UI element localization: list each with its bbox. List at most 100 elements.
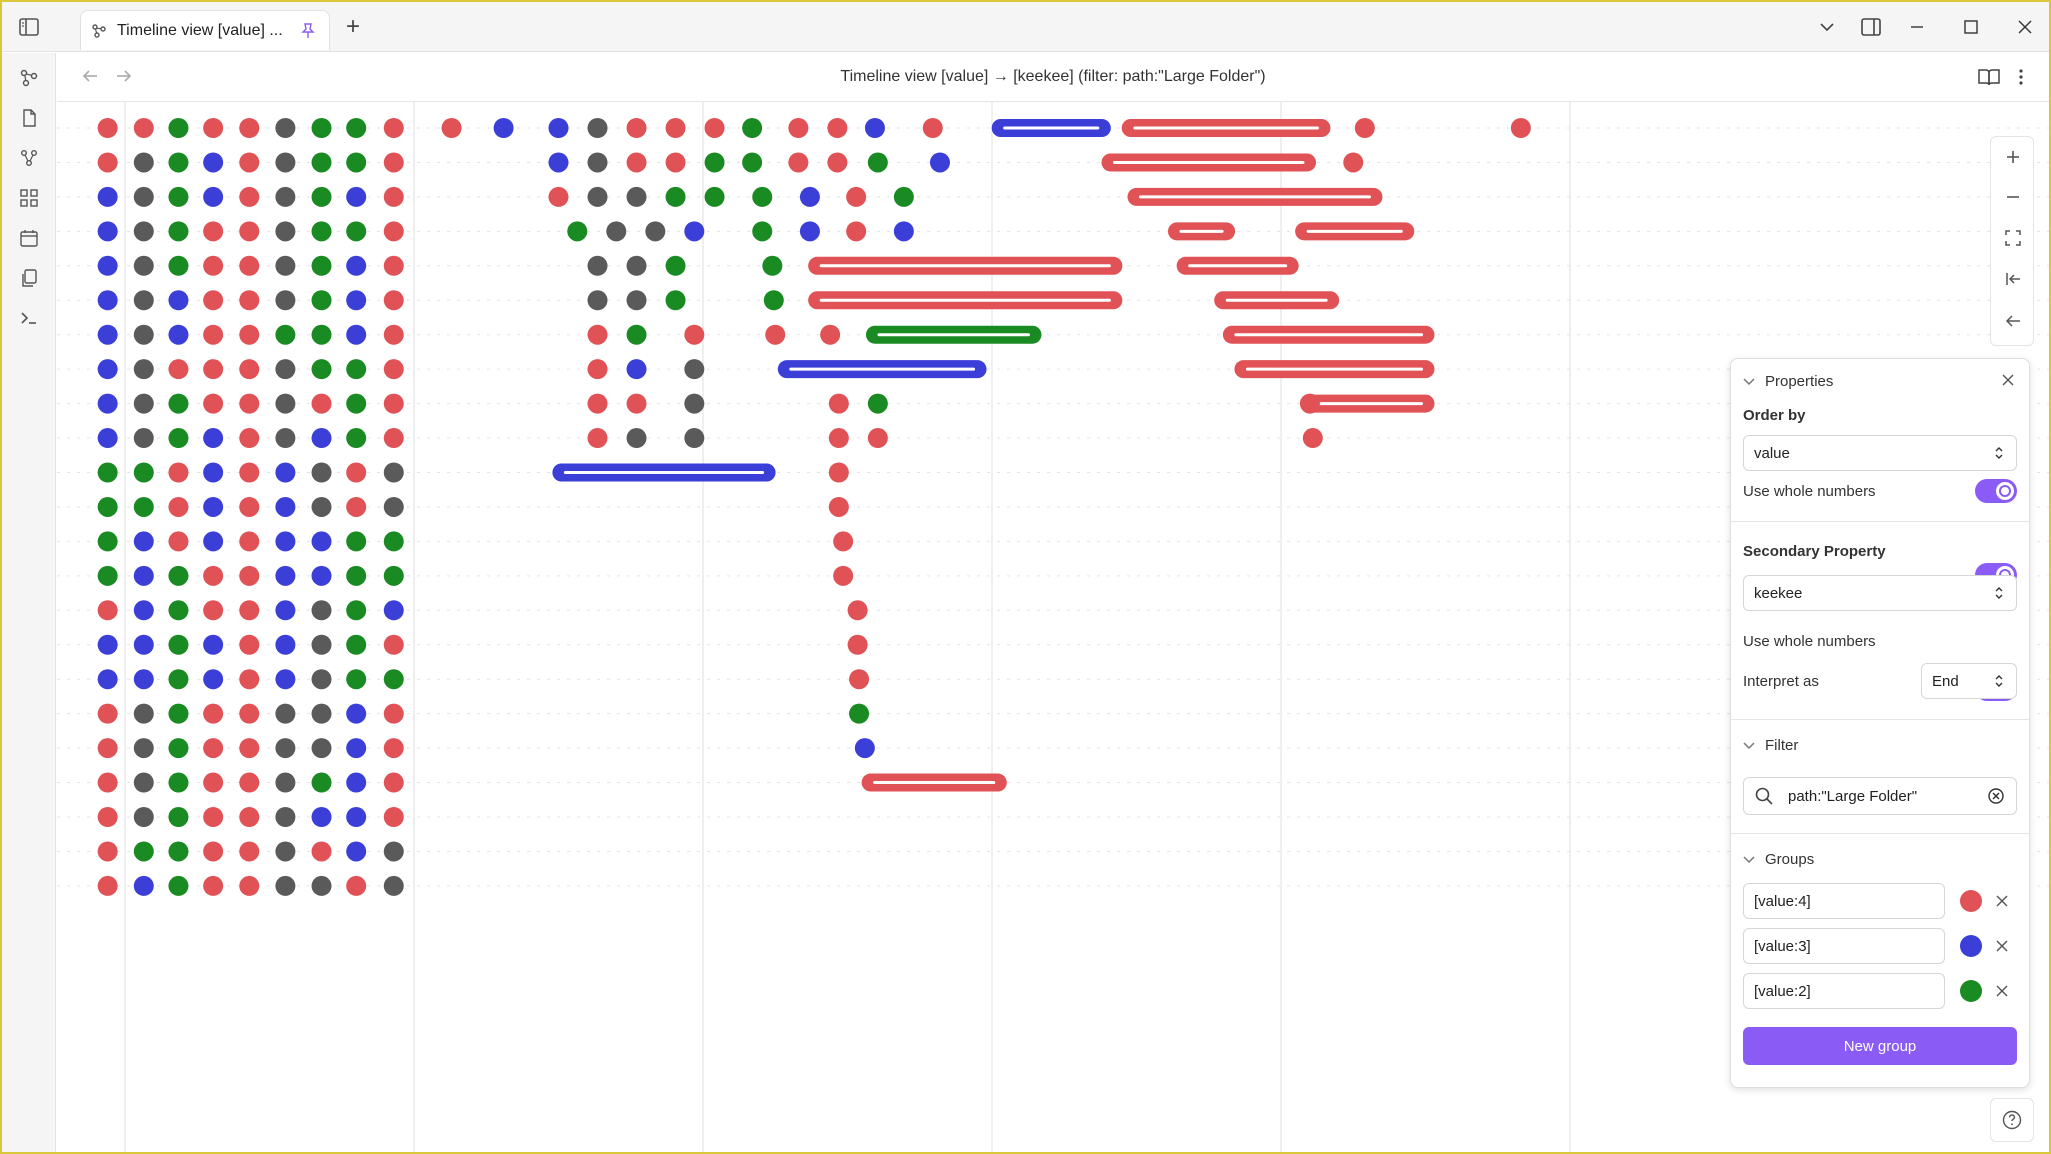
timeline-point[interactable] — [311, 324, 332, 345]
timeline-point[interactable] — [684, 428, 705, 449]
timeline-point[interactable] — [203, 186, 224, 207]
timeline-point[interactable] — [828, 496, 849, 517]
timeline-point[interactable] — [133, 462, 154, 483]
timeline-point[interactable] — [97, 875, 118, 896]
timeline-point[interactable] — [854, 738, 875, 759]
timeline-point[interactable] — [828, 428, 849, 449]
timeline-point[interactable] — [762, 255, 783, 276]
timeline-point[interactable] — [311, 772, 332, 793]
arrow-left-icon[interactable] — [1999, 307, 2027, 335]
timeline-point[interactable] — [763, 290, 784, 311]
timeline-point[interactable] — [275, 875, 296, 896]
timeline-point[interactable] — [665, 118, 686, 138]
timeline-point[interactable] — [239, 118, 260, 138]
timeline-point[interactable] — [346, 324, 367, 345]
timeline-point[interactable] — [203, 600, 224, 621]
timeline-point[interactable] — [133, 841, 154, 862]
timeline-point[interactable] — [383, 462, 404, 483]
timeline-point[interactable] — [275, 669, 296, 690]
timeline-point[interactable] — [1510, 118, 1531, 138]
timeline-point[interactable] — [275, 152, 296, 173]
group-query-input[interactable]: [value:2] — [1743, 973, 1945, 1009]
timeline-point[interactable] — [168, 359, 189, 380]
timeline-point[interactable] — [97, 565, 118, 586]
timeline-point[interactable] — [239, 807, 260, 827]
split-view-icon[interactable] — [1856, 12, 1886, 42]
timeline-point[interactable] — [275, 255, 296, 276]
timeline-point[interactable] — [168, 841, 189, 862]
timeline-point[interactable] — [168, 669, 189, 690]
timeline-point[interactable] — [867, 393, 888, 414]
timeline-point[interactable] — [922, 118, 943, 138]
timeline-point[interactable] — [203, 324, 224, 345]
timeline-point[interactable] — [239, 255, 260, 276]
timeline-point[interactable] — [828, 462, 849, 483]
timeline-point[interactable] — [847, 634, 868, 655]
timeline-point[interactable] — [133, 807, 154, 827]
timeline-point[interactable] — [239, 324, 260, 345]
timeline-point[interactable] — [239, 565, 260, 586]
timeline-point[interactable] — [239, 428, 260, 449]
timeline-point[interactable] — [203, 428, 224, 449]
timeline-point[interactable] — [133, 703, 154, 724]
timeline-point[interactable] — [203, 255, 224, 276]
timeline-point[interactable] — [626, 359, 647, 380]
timeline-point[interactable] — [587, 428, 608, 449]
timeline-point[interactable] — [587, 118, 608, 138]
timeline-point[interactable] — [133, 600, 154, 621]
timeline-point[interactable] — [97, 255, 118, 276]
timeline-point[interactable] — [346, 565, 367, 586]
timeline-point[interactable] — [346, 221, 367, 242]
more-options-icon[interactable] — [2009, 63, 2033, 91]
group-color-swatch[interactable] — [1960, 935, 1982, 957]
timeline-point[interactable] — [168, 428, 189, 449]
timeline-point[interactable] — [1299, 393, 1320, 414]
timeline-point[interactable] — [275, 462, 296, 483]
timeline-point[interactable] — [684, 324, 705, 345]
timeline-point[interactable] — [203, 565, 224, 586]
timeline-point[interactable] — [765, 324, 786, 345]
timeline-point[interactable] — [383, 186, 404, 207]
timeline-point[interactable] — [383, 393, 404, 414]
timeline-point[interactable] — [893, 221, 914, 242]
timeline-point[interactable] — [275, 565, 296, 586]
timeline-point[interactable] — [133, 255, 154, 276]
groups-header[interactable]: Groups — [1743, 851, 1814, 868]
timeline-point[interactable] — [346, 669, 367, 690]
branch-icon[interactable] — [16, 145, 42, 171]
timeline-point[interactable] — [203, 221, 224, 242]
timeline-point[interactable] — [383, 255, 404, 276]
timeline-point[interactable] — [203, 359, 224, 380]
timeline-point[interactable] — [239, 738, 260, 759]
timeline-point[interactable] — [383, 531, 404, 552]
timeline-point[interactable] — [346, 738, 367, 759]
chevron-down-icon[interactable] — [1814, 14, 1840, 40]
timeline-point[interactable] — [97, 772, 118, 793]
new-group-button[interactable]: New group — [1743, 1027, 2017, 1065]
timeline-point[interactable] — [133, 531, 154, 552]
timeline-point[interactable] — [311, 359, 332, 380]
timeline-point[interactable] — [97, 393, 118, 414]
filter-header[interactable]: Filter — [1743, 737, 1798, 754]
timeline-point[interactable] — [383, 738, 404, 759]
timeline-point[interactable] — [133, 634, 154, 655]
timeline-point[interactable] — [788, 152, 809, 173]
timeline-point[interactable] — [606, 221, 627, 242]
timeline-point[interactable] — [275, 772, 296, 793]
timeline-point[interactable] — [239, 634, 260, 655]
timeline-point[interactable] — [133, 875, 154, 896]
timeline-canvas[interactable]: 010,00020,00030,00040,00050,000 — [57, 101, 2049, 1152]
timeline-point[interactable] — [275, 324, 296, 345]
timeline-point[interactable] — [346, 118, 367, 138]
timeline-point[interactable] — [587, 393, 608, 414]
timeline-point[interactable] — [239, 393, 260, 414]
timeline-point[interactable] — [168, 531, 189, 552]
timeline-point[interactable] — [97, 221, 118, 242]
timeline-point[interactable] — [97, 359, 118, 380]
pin-icon[interactable] — [301, 22, 319, 40]
timeline-point[interactable] — [383, 359, 404, 380]
jump-to-start-icon[interactable] — [1999, 265, 2027, 293]
open-file-icon[interactable] — [16, 105, 42, 131]
timeline-point[interactable] — [311, 118, 332, 138]
timeline-point[interactable] — [383, 669, 404, 690]
